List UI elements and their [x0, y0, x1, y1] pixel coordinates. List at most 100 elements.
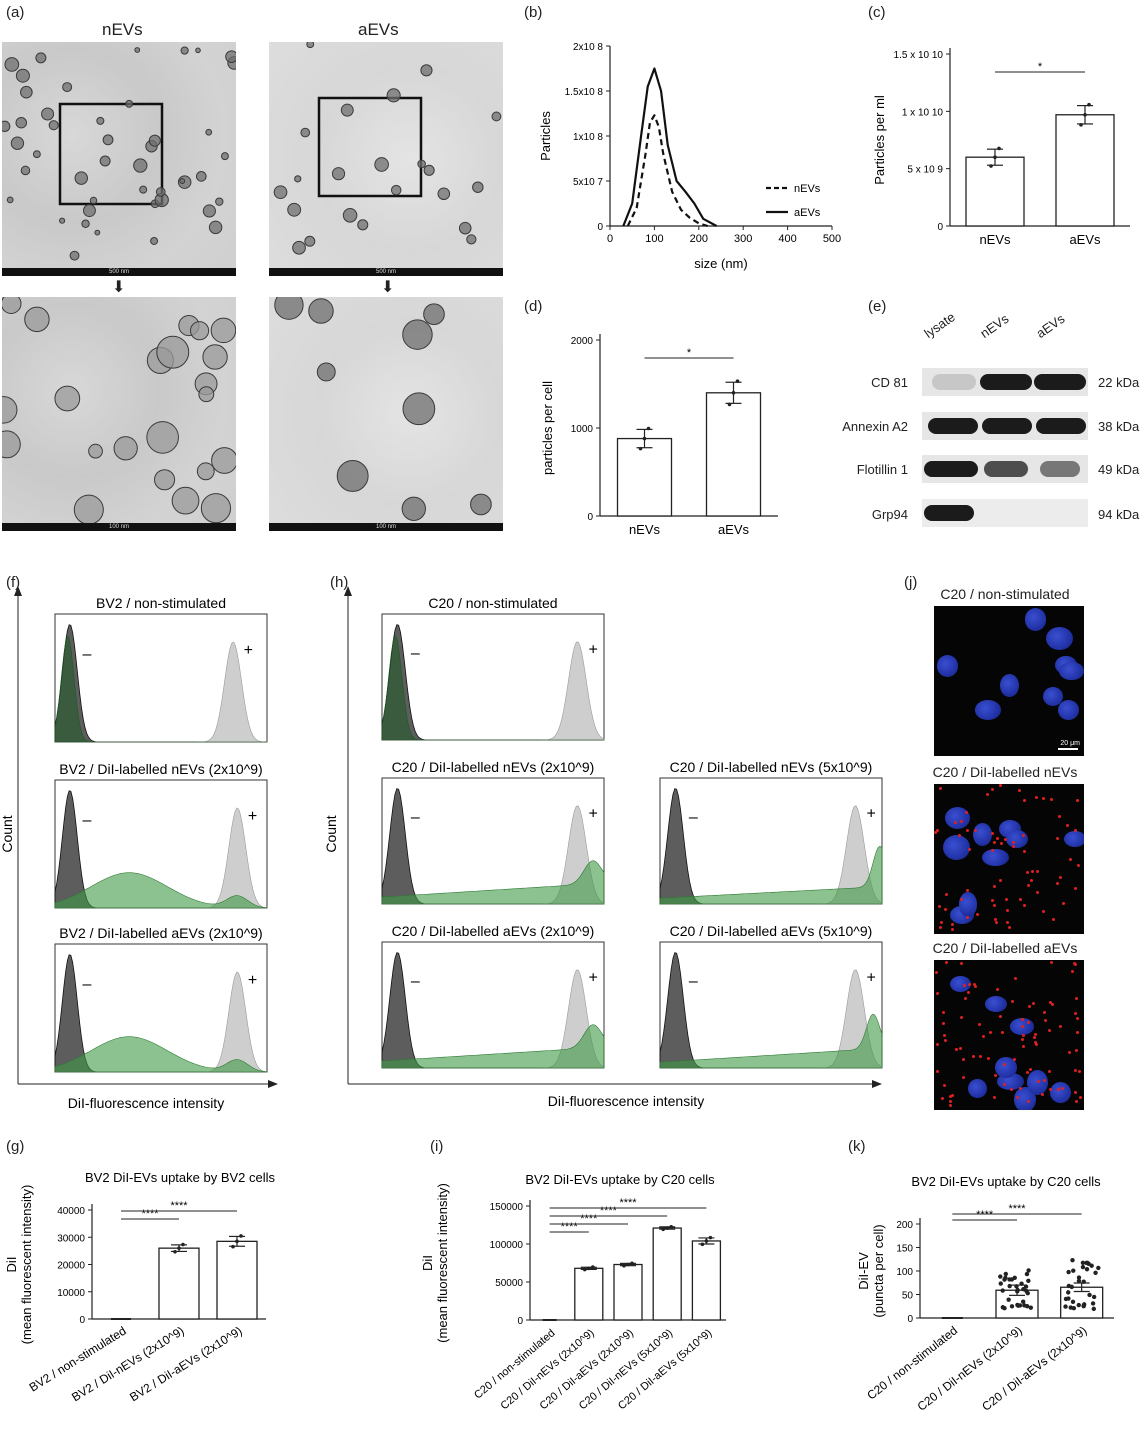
y-axis-arrow [344, 586, 352, 596]
legend-label: aEVs [794, 207, 821, 219]
dii-punctum [990, 899, 994, 903]
histogram-plus-marker: + [248, 808, 257, 825]
dii-punctum [992, 840, 996, 844]
dii-punctum [1068, 857, 1072, 861]
significance-marker: **** [170, 1200, 188, 1212]
histogram-sample [54, 635, 267, 743]
y-axis-label: DiI-EV [856, 1252, 871, 1290]
data-point [1003, 1275, 1008, 1280]
y-tick-label: 1000 [571, 424, 594, 435]
dii-punctum [1057, 815, 1061, 819]
y-axis-label: DiI [4, 1257, 19, 1273]
dii-punctum [1050, 960, 1054, 964]
y-tick-label: 100000 [490, 1240, 524, 1251]
y-tick-label: 1.5x10 8 [565, 87, 604, 98]
chart-g-bv2-uptake: BV2 DiI-EVs uptake by BV2 cells 0 10000 200… [4, 1170, 276, 1404]
flow-histograms-bv2: Count DiI-fluorescence intensity BV2 / non… [0, 586, 278, 1111]
scale-bar [1058, 748, 1078, 750]
dii-punctum [1058, 1025, 1062, 1029]
em-vesicle [150, 236, 159, 245]
blot-protein-label: Grp94 [871, 507, 908, 522]
em-vesicle [331, 167, 346, 181]
em-vesicle [102, 134, 114, 146]
em-vesicle [41, 107, 55, 121]
dii-punctum [935, 971, 939, 975]
dii-punctum [1052, 918, 1056, 922]
data-point [1003, 1271, 1009, 1277]
y-tick-label: 0 [79, 1315, 85, 1326]
em-vesicle [81, 219, 90, 228]
dii-punctum [1002, 1063, 1006, 1067]
data-point [665, 1226, 669, 1230]
em-vesicle [99, 155, 111, 167]
dii-punctum [988, 1030, 992, 1034]
histogram-sample [659, 845, 883, 905]
cell-nucleus [943, 835, 971, 861]
chart-c-particles-per-ml: 0 5 x 10 9 1 x 10 10 1.5 x 10 10 Particles p… [872, 48, 1130, 247]
em-vesicle [195, 47, 201, 54]
dii-punctum [990, 831, 994, 835]
em-vesicle [155, 187, 166, 197]
dii-punctum [960, 962, 964, 966]
em-vesicle [423, 303, 445, 326]
y-tick-label: 0 [597, 222, 603, 233]
y-axis-label: DiI [420, 1255, 435, 1271]
dii-punctum [1017, 789, 1021, 793]
em-vesicle [402, 392, 436, 426]
dii-punctum [965, 829, 969, 833]
em-particles-nevs-zoom [2, 297, 236, 525]
significance-marker: **** [976, 1209, 994, 1221]
em-vesicle [4, 57, 20, 72]
data-point [1024, 1271, 1030, 1277]
data-point [1000, 1305, 1006, 1310]
cell-nucleus [950, 975, 971, 992]
em-particles-aevs-zoom [274, 297, 492, 521]
data-point [1083, 112, 1087, 117]
panel-label-k: (k) [848, 1138, 866, 1155]
data-point [1070, 1257, 1075, 1263]
y-tick-label: 100 [896, 1267, 913, 1278]
dii-punctum [1047, 1069, 1051, 1073]
em-vesicle [210, 317, 236, 344]
dii-punctum [944, 892, 948, 896]
dii-punctum [939, 921, 943, 925]
histogram-title: C20 / DiI-labelled nEVs (5x10^9) [670, 759, 873, 775]
dii-punctum [1018, 1087, 1022, 1091]
em-vesicle [32, 150, 41, 159]
bar [652, 1227, 682, 1321]
dii-punctum [1000, 1031, 1004, 1035]
y-tick-label: 0 [907, 1314, 913, 1325]
category-label: BV2 / non-stimulated [27, 1324, 129, 1395]
dii-punctum [961, 1076, 965, 1080]
dii-punctum [998, 1015, 1002, 1019]
em-vesicle [470, 493, 492, 516]
histogram-minus-marker: – [83, 646, 92, 663]
data-point [591, 1265, 595, 1269]
dii-punctum [1022, 799, 1026, 803]
cell-nucleus [1043, 687, 1064, 707]
cell-nucleus [999, 674, 1019, 698]
data-point [1019, 1281, 1024, 1286]
em-vesicle [342, 208, 358, 223]
em-vesicle [287, 202, 302, 217]
x-tick-label: 500 [823, 233, 841, 245]
cell-nucleus [945, 806, 971, 829]
histogram-sample [381, 635, 604, 741]
arrow-down-icon: ⬇ [112, 279, 126, 296]
data-point [998, 1274, 1003, 1279]
dii-punctum [1079, 1095, 1083, 1099]
blot-band [980, 374, 1032, 390]
dii-punctum [999, 879, 1003, 883]
y-axis-label: Count [323, 815, 339, 852]
data-point [1085, 1260, 1090, 1266]
dii-punctum [1040, 1092, 1044, 1096]
dii-punctum [965, 916, 969, 920]
blot-band [984, 461, 1028, 477]
x-axis-arrow [268, 1080, 278, 1088]
dii-punctum [936, 828, 940, 832]
em-vesicle [82, 204, 96, 218]
y-axis-label: (puncta per cell) [871, 1224, 886, 1317]
dii-punctum [992, 884, 996, 888]
dii-punctum [1049, 797, 1053, 801]
dii-punctum [962, 983, 966, 987]
